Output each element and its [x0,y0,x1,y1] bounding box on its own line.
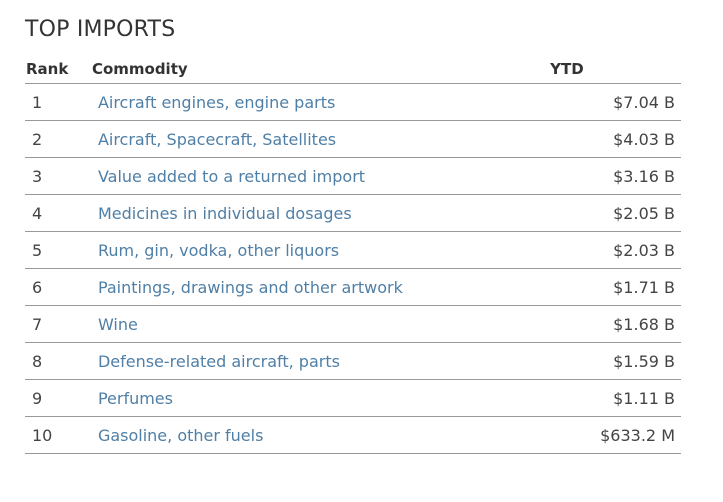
commodity-link[interactable]: Defense-related aircraft, parts [97,351,340,371]
commodity-cell: Defense-related aircraft, parts [91,342,551,380]
table-row: 4 Medicines in individual dosages $2.05 B [25,194,681,232]
ytd-value-cell: $3.16 B [550,157,681,195]
rank-column-header: Rank [25,58,92,84]
commodity-cell: Wine [91,305,551,343]
commodity-link[interactable]: Aircraft, Spacecraft, Satellites [97,129,337,149]
ytd-value-cell: $633.2 M [550,416,681,454]
ytd-value-cell: $4.03 B [550,120,681,158]
table-row: 10 Gasoline, other fuels $633.2 M [25,416,681,454]
table-row: 8 Defense-related aircraft, parts $1.59 B [25,342,681,380]
header-row: Rank Commodity YTD [25,58,681,84]
ytd-value-cell: $2.03 B [550,231,681,269]
rank-cell: 2 [25,120,92,158]
imports-table: Rank Commodity YTD 1 Aircraft engines, en… [25,58,681,454]
ytd-value-cell: $2.05 B [550,194,681,232]
ytd-column-header: YTD [550,58,681,84]
commodity-link[interactable]: Aircraft engines, engine parts [97,92,336,112]
table-row: 3 Value added to a returned import $3.16 B [25,157,681,195]
table-row: 5 Rum, gin, vodka, other liquors $2.03 B [25,231,681,269]
commodity-cell: Rum, gin, vodka, other liquors [91,231,551,269]
ytd-value-cell: $1.59 B [550,342,681,380]
table-row: 7 Wine $1.68 B [25,305,681,343]
commodity-link[interactable]: Value added to a returned import [97,166,366,186]
table-row: 1 Aircraft engines, engine parts $7.04 B [25,83,681,121]
rank-cell: 3 [25,157,92,195]
ytd-value-cell: $7.04 B [550,83,681,121]
rank-cell: 1 [25,83,92,121]
commodity-cell: Paintings, drawings and other artwork [91,268,551,306]
rank-cell: 10 [25,416,92,454]
rank-cell: 9 [25,379,92,417]
rank-cell: 4 [25,194,92,232]
widget-title: TOP IMPORTS [25,17,176,42]
commodity-cell: Medicines in individual dosages [91,194,551,232]
commodity-link[interactable]: Gasoline, other fuels [97,425,264,445]
ytd-value-cell: $1.68 B [550,305,681,343]
commodity-link[interactable]: Paintings, drawings and other artwork [97,277,403,297]
commodity-cell: Aircraft engines, engine parts [91,83,551,121]
commodity-cell: Perfumes [91,379,551,417]
commodity-link[interactable]: Wine [97,314,138,334]
top-imports-widget: TOP IMPORTS Rank Commodity YTD 1 Aircraft… [25,14,681,454]
commodity-column-header: Commodity [91,58,551,84]
ytd-value-cell: $1.11 B [550,379,681,417]
table-row: 2 Aircraft, Spacecraft, Satellites $4.03 B [25,120,681,158]
commodity-link[interactable]: Perfumes [97,388,173,408]
table-row: 6 Paintings, drawings and other artwork $1… [25,268,681,306]
commodity-cell: Gasoline, other fuels [91,416,551,454]
rank-cell: 8 [25,342,92,380]
commodity-link[interactable]: Medicines in individual dosages [97,203,352,223]
commodity-cell: Value added to a returned import [91,157,551,195]
ytd-value-cell: $1.71 B [550,268,681,306]
rank-cell: 5 [25,231,92,269]
table-header: Rank Commodity YTD [25,58,681,84]
commodity-cell: Aircraft, Spacecraft, Satellites [91,120,551,158]
rank-cell: 6 [25,268,92,306]
commodity-link[interactable]: Rum, gin, vodka, other liquors [97,240,340,260]
table-row: 9 Perfumes $1.11 B [25,379,681,417]
rank-cell: 7 [25,305,92,343]
